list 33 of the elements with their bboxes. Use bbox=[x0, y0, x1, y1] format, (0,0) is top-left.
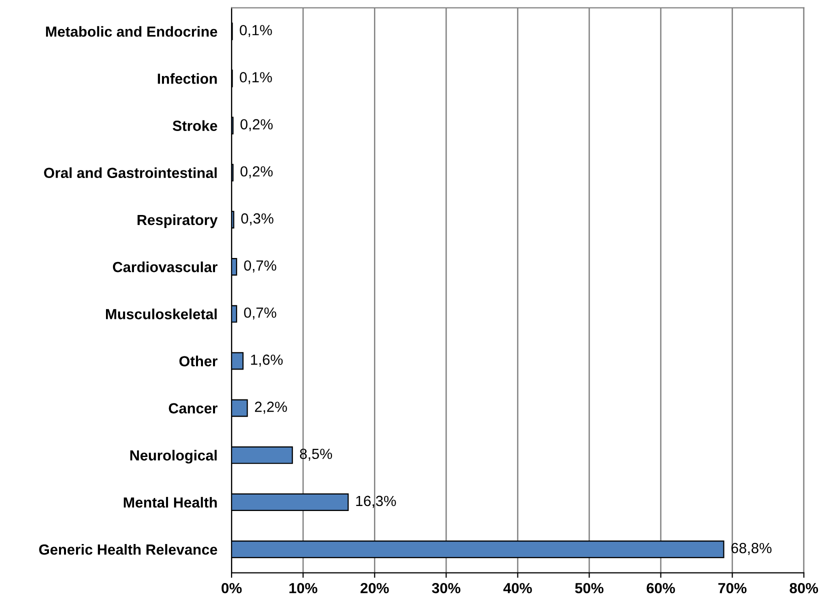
y-tick-label: Oral and Gastrointestinal bbox=[44, 167, 217, 178]
data-label: 1,6% bbox=[251, 354, 283, 367]
y-tick-label: Cardiovascular bbox=[112, 262, 218, 272]
y-tick-label: Neurological bbox=[130, 450, 217, 464]
y-tick-label: Generic Health Relevance bbox=[39, 544, 218, 555]
data-label: 0,7% bbox=[244, 260, 276, 272]
data-label: 2,2% bbox=[254, 402, 287, 414]
x-tick-label: 80% bbox=[790, 582, 818, 594]
data-label: 0,3% bbox=[241, 213, 274, 226]
data-label: 0,1% bbox=[240, 24, 272, 38]
y-tick-label: Infection bbox=[158, 73, 217, 84]
x-tick-label: 20% bbox=[360, 582, 389, 594]
y-tick-label: Other bbox=[179, 356, 218, 366]
data-label: 68,8% bbox=[731, 542, 772, 555]
y-tick-label: Respiratory bbox=[138, 214, 218, 228]
data-label: 0,2% bbox=[240, 166, 273, 178]
data-label: 8,5% bbox=[300, 448, 332, 461]
x-tick-label: 10% bbox=[289, 582, 318, 594]
x-tick-label: 40% bbox=[503, 582, 532, 594]
y-tick-label: Metabolic and Endocrine bbox=[46, 26, 218, 37]
data-label: 0,2% bbox=[240, 119, 273, 132]
x-tick-label: 50% bbox=[575, 582, 604, 594]
y-tick-label: Stroke bbox=[172, 120, 218, 131]
data-label: 16,3% bbox=[356, 496, 396, 508]
data-label: 0,7% bbox=[244, 307, 276, 320]
x-tick-label: 0% bbox=[222, 582, 242, 594]
data-label: 0,1% bbox=[240, 72, 272, 84]
x-tick-label: 70% bbox=[718, 582, 747, 594]
x-tick-label: 30% bbox=[432, 582, 460, 594]
y-tick-label: Cancer bbox=[168, 403, 218, 414]
y-tick-label: Musculoskeletal bbox=[106, 308, 217, 320]
x-tick-label: 60% bbox=[646, 582, 675, 594]
y-tick-label: Mental Health bbox=[124, 496, 217, 508]
